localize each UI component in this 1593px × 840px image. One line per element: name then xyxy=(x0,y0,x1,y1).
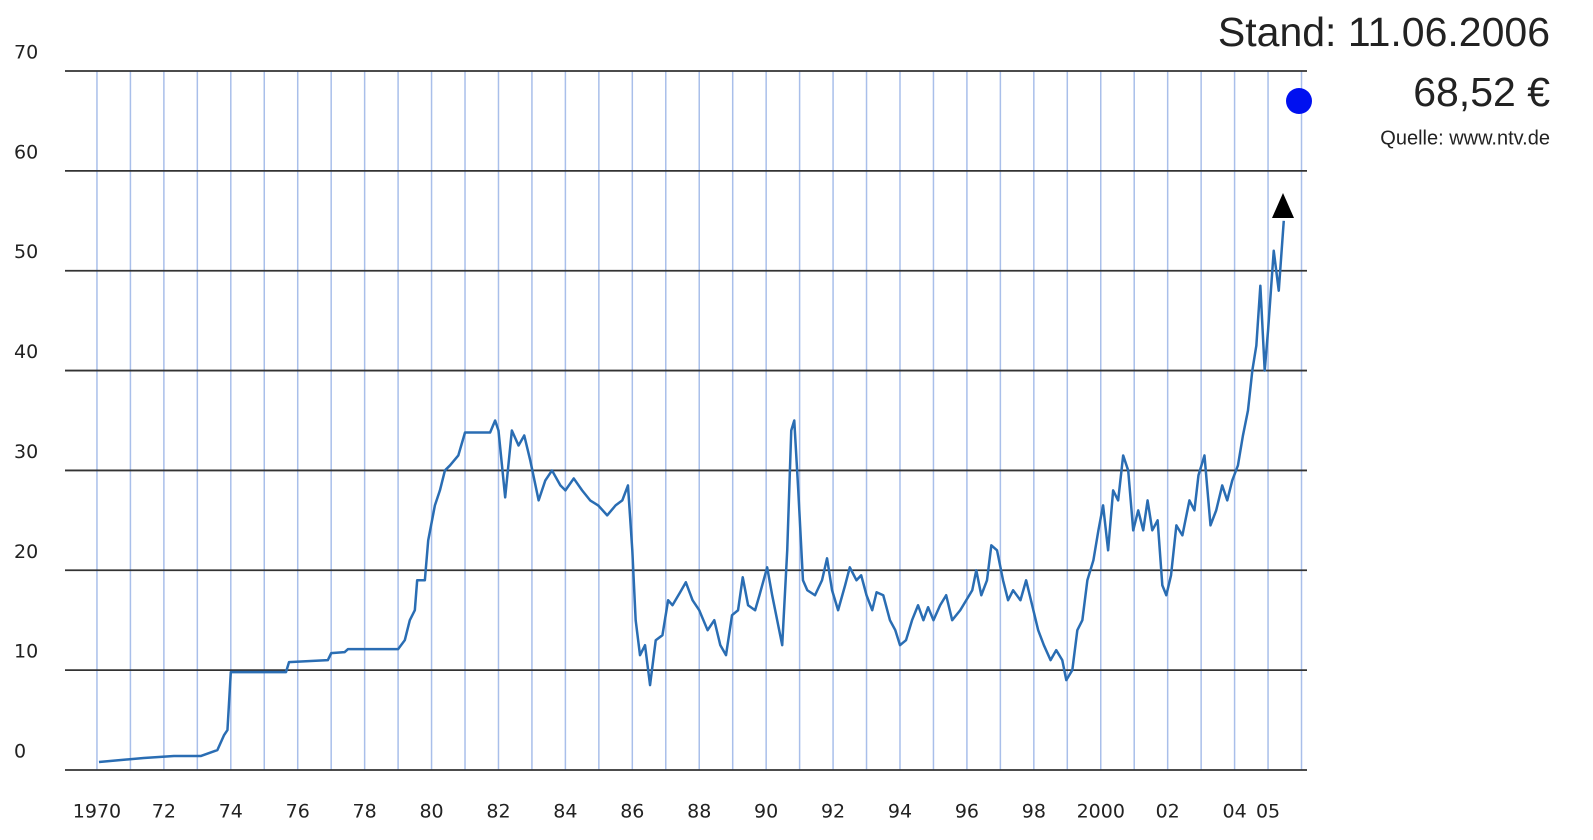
price-note: 68,52 € xyxy=(1413,69,1550,115)
x-tick-label: 72 xyxy=(152,801,176,823)
x-tick-label: 94 xyxy=(888,801,912,823)
y-tick-label: 20 xyxy=(14,541,38,563)
y-tick-label: 30 xyxy=(14,441,38,463)
x-tick-label: 74 xyxy=(219,801,243,823)
x-tick-label: 92 xyxy=(821,801,845,823)
x-tick-label: 86 xyxy=(620,801,644,823)
y-tick-label: 70 xyxy=(14,42,38,64)
x-tick-label: 1970 xyxy=(73,801,121,823)
source-note: Quelle: www.ntv.de xyxy=(1380,127,1550,149)
y-tick-label: 10 xyxy=(14,641,38,663)
price-dot xyxy=(1286,88,1312,114)
x-tick-label: 96 xyxy=(955,801,979,823)
x-tick-label: 80 xyxy=(419,801,443,823)
y-tick-label: 40 xyxy=(14,341,38,363)
x-tick-label: 98 xyxy=(1022,801,1046,823)
plot xyxy=(98,220,1286,764)
y-tick-label: 50 xyxy=(14,241,38,263)
x-tick-label: 02 xyxy=(1156,801,1180,823)
y-tick-label: 60 xyxy=(14,141,38,163)
grid: 0 10 20 30 40 50 60 70 1970 72 74 76 78 80 82 84 86 88 90 9… xyxy=(14,42,1307,823)
x-tick-label: 90 xyxy=(754,801,778,823)
x-tick-label: 76 xyxy=(286,801,310,823)
x-tick-label: 2000 xyxy=(1077,801,1125,823)
price-line xyxy=(98,220,1286,764)
x-tick-label: 82 xyxy=(486,801,510,823)
x-tick-label: 84 xyxy=(553,801,577,823)
x-tick-label: 78 xyxy=(353,801,377,823)
up-arrow xyxy=(1272,193,1294,218)
date-note: Stand: 11.06.2006 xyxy=(1218,9,1550,55)
x-tick-label: 04 xyxy=(1222,801,1246,823)
x-tick-label: 88 xyxy=(687,801,711,823)
x-tick-label: 05 xyxy=(1256,801,1280,823)
y-tick-label: 0 xyxy=(14,741,26,763)
